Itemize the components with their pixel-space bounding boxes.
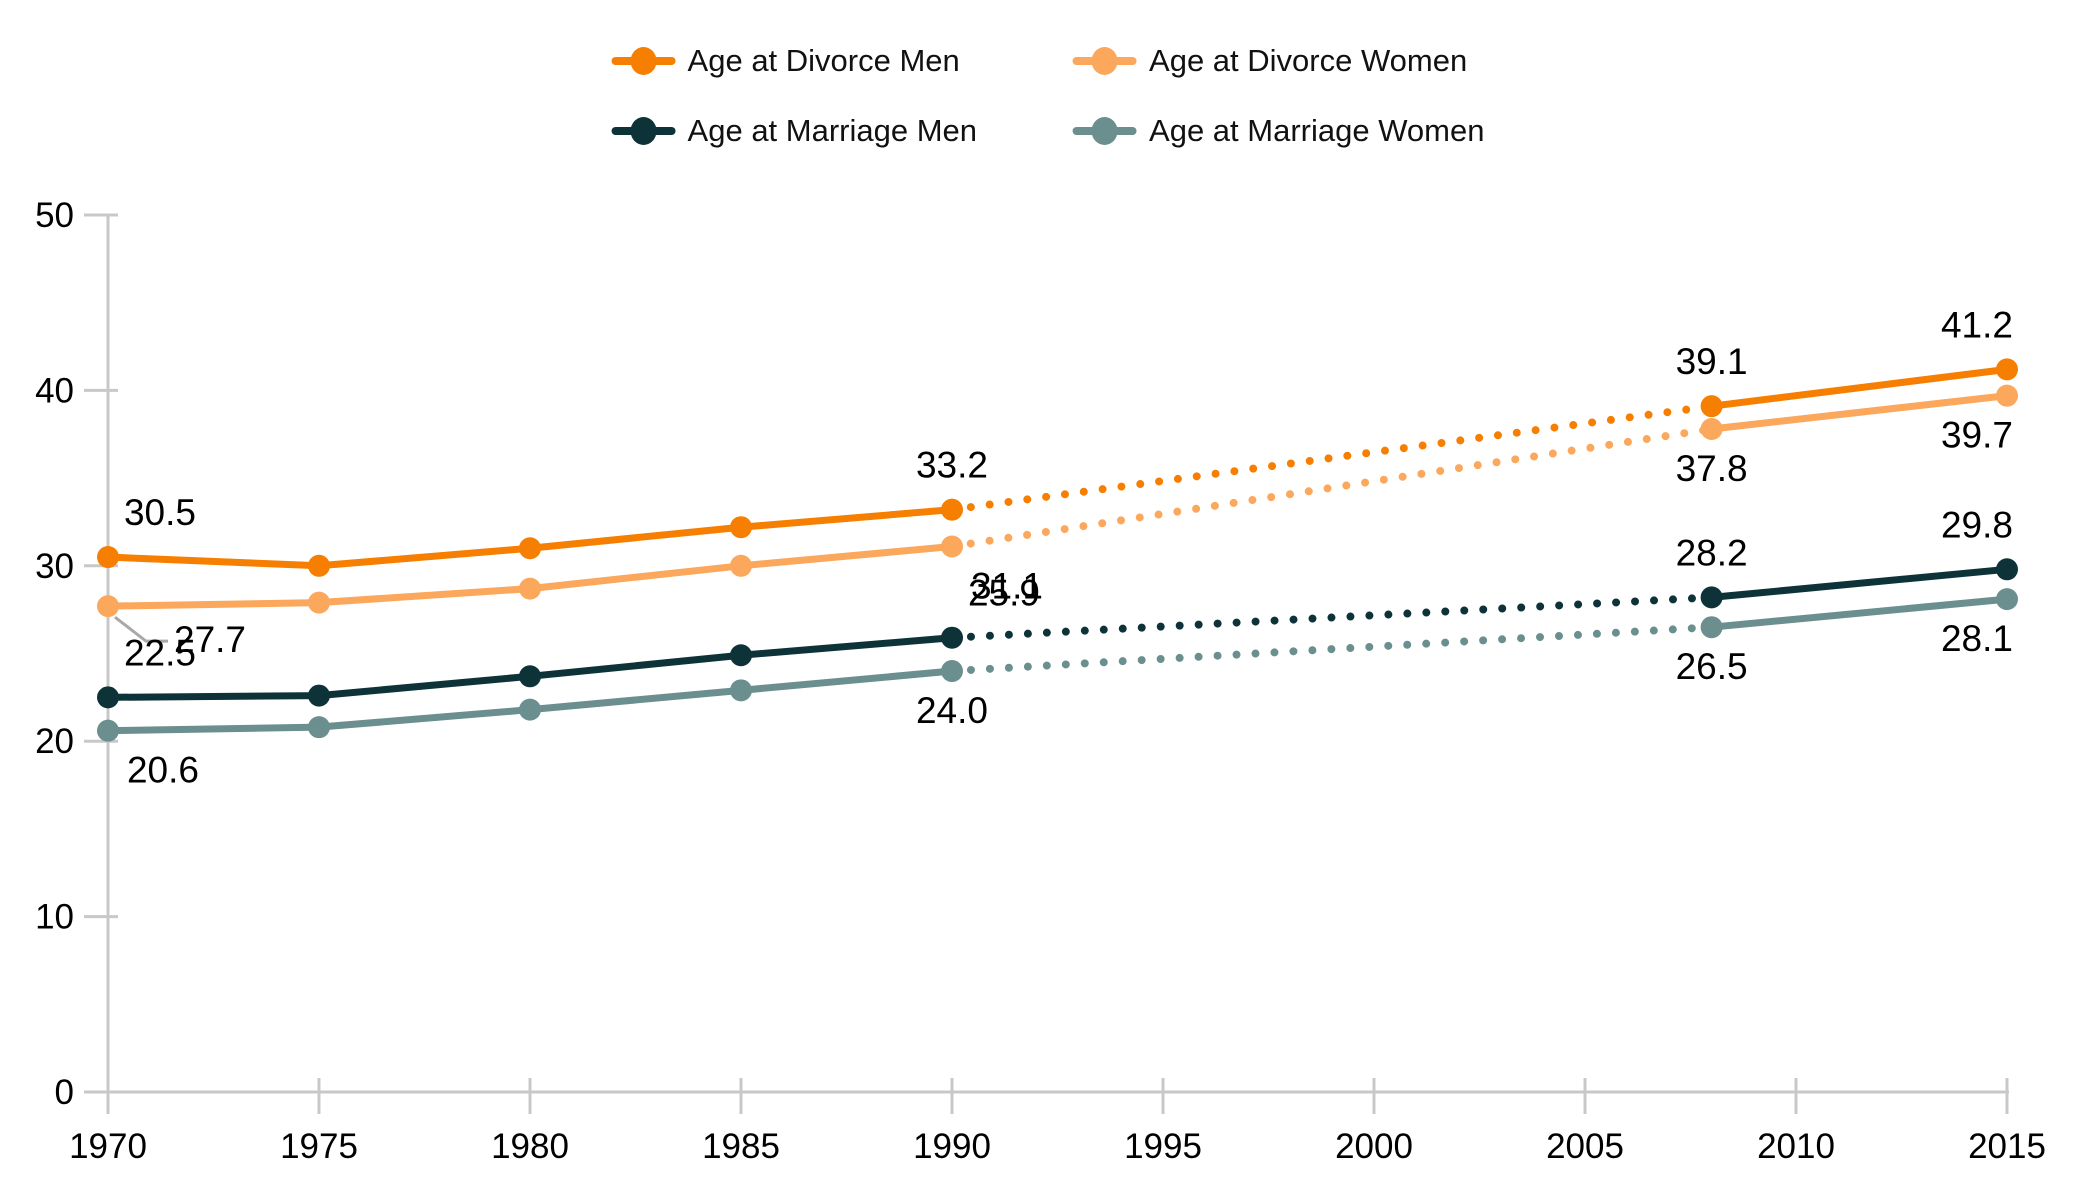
y-tick-label: 20 [35,722,74,761]
series-point [308,591,330,614]
series-point [97,686,119,709]
series-line [948,623,1716,676]
data-label: 24.0 [916,690,988,731]
legend-label: Age at Marriage Women [1149,113,1485,148]
series-line [948,424,1716,551]
series-point [519,698,541,721]
series-point [730,516,752,539]
legend-item-marriage-women: Age at Marriage Women [1073,112,1484,150]
series-line [948,593,1716,642]
data-label: 25.9 [968,573,1040,614]
series-point [1996,384,2018,407]
series-point [1700,586,1723,609]
legend-item-divorce-men: Age at Divorce Men [611,42,977,80]
legend-label: Age at Marriage Men [687,113,978,148]
data-label: 30.5 [124,492,196,533]
legend-item-divorce-women: Age at Divorce Women [1073,42,1484,80]
series-point [97,719,119,742]
series-point [730,679,752,702]
series-line [1708,595,2011,631]
series-point [519,665,541,688]
series-line [1708,365,2011,410]
series-point [1996,558,2018,581]
series-point [1996,588,2018,611]
legend-swatch-marriage-women [1073,117,1138,145]
legend-label: Age at Divorce Men [687,43,960,78]
series-point [1996,358,2018,381]
series-line [948,402,1716,514]
legend-label: Age at Divorce Women [1149,43,1468,78]
series-point [308,684,330,707]
legend-item-marriage-men: Age at Marriage Men [611,112,978,150]
series-point [519,537,541,560]
data-label: 22.5 [124,632,196,673]
data-label: 41.2 [1941,304,2013,345]
series-point [730,554,752,577]
y-tick-label: 0 [55,1073,74,1112]
y-tick-label: 40 [35,371,74,410]
series-point [308,554,330,577]
data-label: 28.1 [1941,618,2013,659]
x-tick-label: 1980 [491,1127,569,1166]
series-point [1700,395,1723,418]
data-label: 29.8 [1941,504,2013,545]
data-label: 37.8 [1676,448,1748,489]
x-tick-label: 1995 [1124,1127,1202,1166]
series-line [1708,565,2011,601]
series-point [519,577,541,600]
data-label: 31.1 [971,566,1043,607]
x-tick-label: 2010 [1757,1127,1835,1166]
x-tick-label: 1975 [280,1127,358,1166]
data-label: 26.5 [1676,646,1748,687]
data-label: 28.2 [1676,532,1748,573]
x-tick-label: 1990 [913,1127,991,1166]
x-tick-label: 1970 [69,1127,147,1166]
series-point [308,716,330,739]
legend: Age at Divorce Men Age at Divorce Women … [611,42,1484,150]
legend-swatch-divorce-women [1073,47,1138,75]
data-label: 27.7 [174,619,246,660]
series-point [1700,616,1723,639]
series-point [941,660,963,683]
legend-swatch-marriage-men [611,117,676,145]
x-tick-label: 2015 [1968,1127,2046,1166]
legend-swatch-divorce-men [611,47,676,75]
series-point [97,595,119,618]
series-point [941,498,963,521]
data-label: 39.7 [1941,415,2013,456]
y-tick-label: 30 [35,547,74,586]
data-label: 20.6 [127,750,199,791]
x-tick-label: 2000 [1335,1127,1413,1166]
x-tick-label: 1985 [702,1127,780,1166]
series-point [1700,417,1723,440]
y-tick-label: 50 [35,196,74,235]
series-line [1708,392,2011,433]
leader-line [114,615,168,643]
series-point [941,626,963,649]
y-tick-label: 10 [35,898,74,937]
data-label: 33.2 [916,445,988,486]
series-point [941,535,963,558]
series-point [730,644,752,667]
x-tick-label: 2005 [1546,1127,1624,1166]
data-label: 39.1 [1676,341,1748,382]
series-point [97,546,119,569]
